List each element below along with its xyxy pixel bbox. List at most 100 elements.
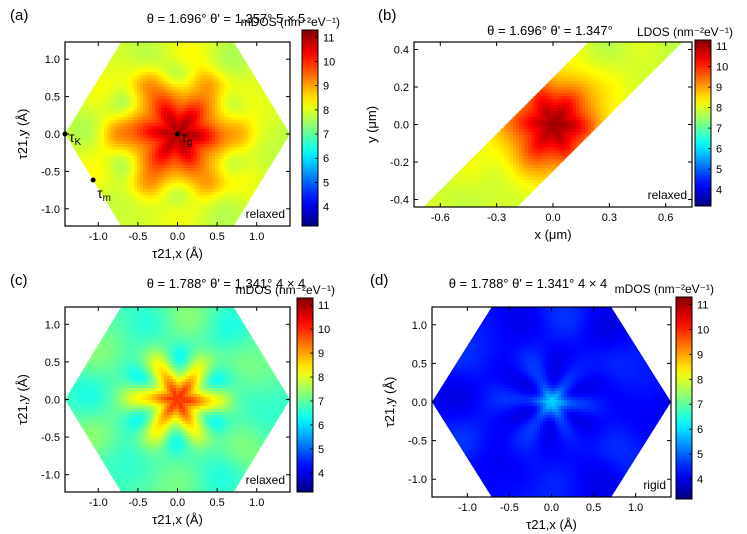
panel-title: θ = 1.696° θ' = 1.347° xyxy=(487,23,613,38)
x-tick-label: -1.0 xyxy=(89,231,108,243)
panel-annotation: relaxed xyxy=(246,207,285,221)
panel-b: -0.6 -0.3 0.0 0.3 0.6 -0.4 -0.2 0.0 0.2 0.4 x (μm)… xyxy=(364,7,733,242)
x-tick-label: 1.0 xyxy=(628,502,643,514)
colorbar-tick-label: 8 xyxy=(716,103,722,115)
y-tick-label: 0.5 xyxy=(412,358,427,370)
y-tick-label: 0.2 xyxy=(394,82,409,94)
y-tick-label: -0.2 xyxy=(390,157,409,169)
colorbar-tick-label: 4 xyxy=(716,185,722,197)
heatmap-field xyxy=(432,307,671,497)
panel-label: (a) xyxy=(10,7,28,24)
point-label: τg xyxy=(182,129,193,148)
panel-title: θ = 1.788° θ' = 1.341° 4 × 4 xyxy=(147,276,306,291)
x-tick-label: 0.5 xyxy=(586,502,601,514)
colorbar-tick-label: 7 xyxy=(323,129,329,141)
y-tick-label: -0.4 xyxy=(390,195,409,207)
y-tick-label: 0.0 xyxy=(45,129,60,141)
colorbar-tick-label: 9 xyxy=(323,81,329,93)
colorbar-tick-label: 11 xyxy=(697,299,708,311)
colorbar xyxy=(694,39,712,207)
point-marker xyxy=(90,177,96,183)
colorbar-label: mDOS (nm⁻²eV⁻¹) xyxy=(615,282,714,296)
y-tick-label: -1.0 xyxy=(408,474,427,486)
panel-label: (b) xyxy=(378,7,396,24)
colorbar-label: LDOS (nm⁻²eV⁻¹) xyxy=(637,25,733,39)
y-tick-label: 0.0 xyxy=(45,395,60,407)
y-tick-label: -1.0 xyxy=(41,470,60,482)
colorbar xyxy=(675,296,693,500)
colorbar-tick-label: 5 xyxy=(323,177,329,189)
colorbar-tick-label: 5 xyxy=(716,164,722,176)
colorbar-tick-label: 11 xyxy=(323,32,334,44)
colorbar-tick-label: 9 xyxy=(318,348,324,360)
y-axis-label: y (μm) xyxy=(364,106,379,143)
y-tick-label: 1.0 xyxy=(45,54,60,66)
colorbar-tick-label: 10 xyxy=(323,56,335,68)
y-tick-label: 0.0 xyxy=(412,397,427,409)
colorbar-tick-label: 7 xyxy=(697,399,703,411)
colorbar-label: mDOS (nm⁻²eV⁻¹) xyxy=(241,15,340,29)
x-tick-label: 0.5 xyxy=(209,231,224,243)
x-axis-label: τ21,x (Å) xyxy=(152,246,203,261)
x-tick-label: 0.3 xyxy=(602,212,617,224)
colorbar-tick-label: 10 xyxy=(318,324,330,336)
x-tick-label: -0.3 xyxy=(487,212,506,224)
colorbar-tick-label: 10 xyxy=(697,324,709,336)
heatmap-field xyxy=(65,307,290,492)
x-tick-label: -0.5 xyxy=(128,231,147,243)
colorbar-tick-label: 6 xyxy=(318,420,324,432)
colorbar-tick-label: 8 xyxy=(697,374,703,386)
y-axis-label: τ21,y (Å) xyxy=(15,109,30,160)
x-tick-label: -0.5 xyxy=(128,497,147,509)
colorbar-tick-label: 7 xyxy=(318,396,324,408)
colorbar-tick-label: 10 xyxy=(716,62,728,74)
y-tick-label: -0.5 xyxy=(41,432,60,444)
colorbar xyxy=(301,29,319,227)
x-axis-label: τ21,x (Å) xyxy=(152,512,203,527)
colorbar-tick-label: 9 xyxy=(716,82,722,94)
y-tick-label: 1.0 xyxy=(412,320,427,332)
panel-label: (d) xyxy=(370,272,388,289)
panel-label: (c) xyxy=(10,272,28,289)
x-axis-label: τ21,x (Å) xyxy=(526,517,577,532)
colorbar-tick-label: 11 xyxy=(716,41,727,53)
colorbar-tick-label: 7 xyxy=(716,123,722,135)
x-tick-label: -1.0 xyxy=(89,497,108,509)
colorbar-tick-label: 4 xyxy=(318,468,324,480)
colorbar-tick-label: 5 xyxy=(318,444,324,456)
point-marker xyxy=(62,131,68,137)
panel-annotation: relaxed xyxy=(246,473,285,487)
point-marker xyxy=(175,131,180,137)
y-tick-label: -0.5 xyxy=(408,436,427,448)
y-axis-label: τ21,y (Å) xyxy=(15,374,30,425)
y-tick-label: 0.4 xyxy=(394,45,409,57)
y-tick-label: 0.5 xyxy=(45,357,60,369)
x-tick-label: -0.5 xyxy=(500,502,519,514)
colorbar-label: mDOS (nm⁻²eV⁻¹) xyxy=(236,283,335,297)
heatmap-field xyxy=(423,42,683,207)
colorbar xyxy=(296,297,314,493)
x-tick-label: -1.0 xyxy=(458,502,477,514)
colorbar-tick-label: 8 xyxy=(323,105,329,117)
panel-title: θ = 1.696° θ' = 1.357° 5 × 5 xyxy=(147,11,306,26)
x-axis-label: x (μm) xyxy=(534,227,571,242)
colorbar-tick-label: 9 xyxy=(697,349,703,361)
panel-annotation: relaxed xyxy=(648,188,687,202)
colorbar-tick-label: 4 xyxy=(697,474,703,486)
y-axis-label: τ21,y (Å) xyxy=(382,377,397,428)
colorbar-tick-label: 11 xyxy=(318,300,329,312)
x-tick-label: 0.0 xyxy=(170,231,185,243)
colorbar-tick-label: 6 xyxy=(697,424,703,436)
x-tick-label: 0.5 xyxy=(209,497,224,509)
colorbar-tick-label: 5 xyxy=(697,449,703,461)
x-tick-label: 0.0 xyxy=(545,212,560,224)
x-tick-label: 0.0 xyxy=(544,502,559,514)
panel-d: -1.0 -0.5 0.0 0.5 1.0 -1.0 -0.5 0.0 0.5 1.0 τ21,x … xyxy=(370,272,714,532)
y-tick-label: -0.5 xyxy=(41,166,60,178)
x-tick-label: -0.6 xyxy=(431,212,450,224)
panel-a: -1.0 -0.5 0.0 0.5 1.0 -1.0 -0.5 0.0 0.5 1.0 τ21,x … xyxy=(10,7,340,261)
y-tick-label: 0.0 xyxy=(394,120,409,132)
x-tick-label: 1.0 xyxy=(249,231,264,243)
colorbar-tick-label: 4 xyxy=(323,202,329,214)
